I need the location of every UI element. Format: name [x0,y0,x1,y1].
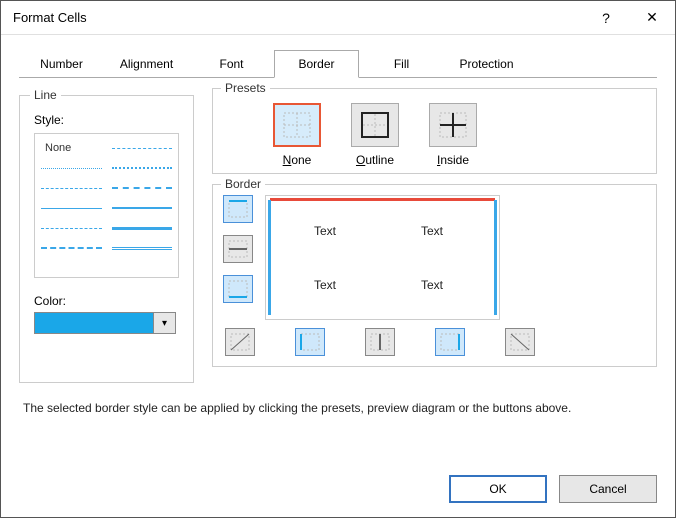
style-solid-thin[interactable] [41,208,102,209]
preset-inside-icon [439,112,467,138]
preset-outline-button[interactable] [351,103,399,147]
presets-group: Presets None [212,88,657,174]
dialog-title: Format Cells [13,10,583,25]
border-top-button[interactable] [223,195,253,223]
preview-cell-tl: Text [314,224,336,238]
hint-text: The selected border style can be applied… [23,401,653,415]
tab-fill[interactable]: Fill [359,50,444,78]
style-dashed-fine[interactable] [41,188,102,189]
style-dash-med[interactable] [41,228,102,229]
tab-border[interactable]: Border [274,50,359,78]
border-right-icon [440,333,460,351]
border-vmiddle-icon [370,333,390,351]
style-dash[interactable] [112,187,173,189]
tab-protection[interactable]: Protection [444,50,529,78]
preview-left-border [268,200,271,315]
titlebar: Format Cells ? ✕ [1,1,675,35]
border-group-label: Border [221,177,265,191]
line-group-label: Line [30,88,61,102]
preset-none-icon [283,112,311,138]
border-top-icon [228,200,248,218]
style-grid[interactable]: None [34,133,179,278]
ok-button[interactable]: OK [449,475,547,503]
chevron-down-icon: ▾ [162,318,167,329]
preview-right-border [494,200,497,315]
preset-inside-button[interactable] [429,103,477,147]
preset-outline-label: Outline [351,153,399,167]
border-diag-down-icon [510,333,530,351]
preset-none-label: None [273,153,321,167]
tabs: Number Alignment Font Border Fill Protec… [19,49,657,78]
border-diag-up-icon [230,333,250,351]
preview-top-border [270,198,495,201]
presets-group-label: Presets [221,81,270,95]
tab-number[interactable]: Number [19,50,104,78]
color-dropdown[interactable]: ▾ [154,312,176,334]
border-preview[interactable]: Text Text Text Text [265,195,500,320]
line-group: Line Style: None Color: ▾ [19,88,194,383]
preview-cell-tr: Text [421,224,443,238]
color-swatch[interactable] [34,312,154,334]
format-cells-dialog: Format Cells ? ✕ Number Alignment Font B… [0,0,676,518]
border-diag-down-button[interactable] [505,328,535,356]
help-button[interactable]: ? [583,1,629,34]
border-bottom-button[interactable] [223,275,253,303]
border-right-button[interactable] [435,328,465,356]
border-bottom-icon [228,280,248,298]
preview-cell-bl: Text [314,278,336,292]
style-double[interactable] [112,247,173,250]
tab-font[interactable]: Font [189,50,274,78]
border-group: Border [212,184,657,367]
style-dashdot-thin[interactable] [112,148,173,149]
color-label: Color: [34,294,183,308]
border-left-button[interactable] [295,328,325,356]
border-hmiddle-icon [228,240,248,258]
style-dotted[interactable] [41,168,102,169]
style-solid-thick[interactable] [112,227,173,230]
preset-none-button[interactable] [273,103,321,147]
style-solid-med[interactable] [112,207,173,209]
style-dashdot-med[interactable] [41,247,102,249]
style-none[interactable]: None [41,142,102,154]
border-hmiddle-button[interactable] [223,235,253,263]
preview-cell-br: Text [421,278,443,292]
style-dashdotdot[interactable] [112,167,173,169]
preset-outline-icon [361,112,389,138]
border-left-icon [300,333,320,351]
preset-inside-label: Inside [429,153,477,167]
style-label: Style: [34,113,183,127]
border-diag-up-button[interactable] [225,328,255,356]
border-vmiddle-button[interactable] [365,328,395,356]
tab-alignment[interactable]: Alignment [104,50,189,78]
close-button[interactable]: ✕ [629,1,675,34]
cancel-button[interactable]: Cancel [559,475,657,503]
